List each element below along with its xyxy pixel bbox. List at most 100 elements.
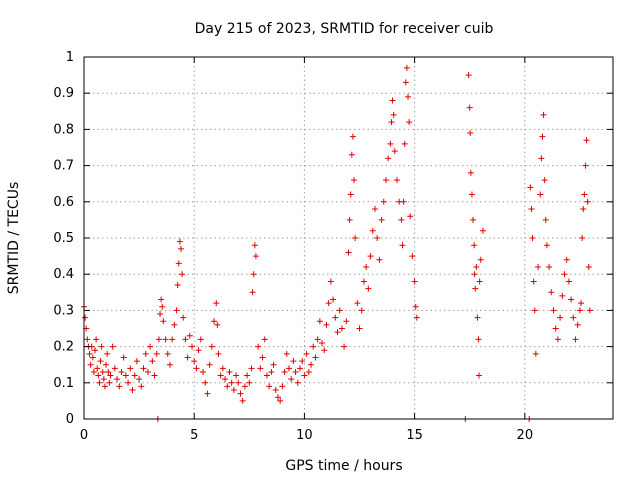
data-point <box>217 372 224 379</box>
y-tick-label: 1 <box>66 50 74 65</box>
data-point <box>104 350 111 357</box>
data-point <box>98 343 105 350</box>
data-point <box>403 64 410 71</box>
data-point <box>257 365 264 372</box>
y-tick-label: 0.8 <box>53 122 74 137</box>
data-point <box>323 321 330 328</box>
x-tick-label: 10 <box>296 428 313 443</box>
x-tick-labels: 0 5 10 15 20 <box>80 428 533 443</box>
data-point <box>131 372 138 379</box>
x-tick-label: 5 <box>190 428 198 443</box>
data-point <box>82 314 89 321</box>
data-point <box>292 368 299 375</box>
x-tick-label: 20 <box>517 428 534 443</box>
data-point <box>206 361 213 368</box>
data-point <box>202 379 209 386</box>
data-point <box>391 148 398 155</box>
data-point <box>374 235 381 241</box>
data-point <box>583 137 590 144</box>
data-point <box>548 289 555 296</box>
data-point <box>561 271 568 278</box>
data-point <box>151 372 158 379</box>
chart-title: Day 215 of 2023, SRMTID for receiver cui… <box>195 21 494 37</box>
data-point <box>118 368 125 375</box>
data-point <box>563 256 570 263</box>
axis-ticks <box>83 56 613 420</box>
data-point <box>527 184 534 191</box>
data-point <box>294 379 301 386</box>
data-point <box>105 368 112 375</box>
data-point <box>371 206 378 213</box>
data-point <box>325 300 332 307</box>
data-point <box>176 238 183 245</box>
data-point <box>330 296 337 303</box>
data-point <box>250 271 257 278</box>
data-point <box>387 140 394 147</box>
data-point <box>369 227 376 234</box>
data-point <box>546 263 553 270</box>
data-point <box>578 300 585 307</box>
data-point <box>239 397 246 404</box>
data-point <box>543 242 550 249</box>
data-point <box>301 372 308 379</box>
data-point <box>356 325 363 332</box>
y-tick-label: 0.5 <box>53 231 74 246</box>
data-point <box>266 383 273 390</box>
data-point <box>226 368 233 375</box>
data-point <box>169 336 176 343</box>
data-point <box>92 347 99 354</box>
data-point <box>149 358 156 365</box>
data-point <box>297 365 304 372</box>
data-point <box>465 72 472 79</box>
data-point <box>101 383 108 390</box>
data-point <box>557 314 564 321</box>
data-point <box>305 368 312 375</box>
data-point <box>402 79 409 86</box>
data-point <box>200 368 207 375</box>
data-point <box>179 271 186 278</box>
data-point <box>475 336 482 343</box>
data-point <box>473 263 480 270</box>
data-point <box>345 249 352 256</box>
data-point <box>106 379 113 386</box>
data-point <box>539 133 546 140</box>
y-tick-label: 0.4 <box>53 267 74 282</box>
data-point <box>542 216 549 223</box>
data-point <box>565 278 572 285</box>
data-point <box>537 191 544 198</box>
data-point <box>195 347 202 354</box>
data-point <box>365 285 372 292</box>
data-point <box>268 368 275 375</box>
data-point <box>86 350 93 357</box>
data-point <box>554 336 561 343</box>
data-point <box>477 256 484 263</box>
data-point <box>343 318 350 325</box>
data-point <box>189 343 196 350</box>
data-point <box>321 347 328 354</box>
data-point <box>241 383 248 390</box>
data-point <box>570 314 577 321</box>
data-point <box>585 263 592 270</box>
data-point <box>479 227 486 234</box>
data-point <box>310 343 317 350</box>
data-point <box>87 361 94 368</box>
data-point <box>166 361 173 368</box>
data-point <box>393 177 400 184</box>
data-point <box>586 307 593 314</box>
data-point <box>261 336 268 343</box>
data-point <box>288 376 295 383</box>
data-point <box>237 390 244 397</box>
data-point <box>406 119 413 126</box>
data-point <box>398 216 405 223</box>
data-point <box>84 336 91 343</box>
data-point <box>380 198 387 205</box>
data-point <box>136 376 143 383</box>
data-point <box>334 329 341 336</box>
data-point <box>157 311 164 318</box>
data-point <box>559 292 566 299</box>
data-point <box>580 206 587 213</box>
data-point <box>160 318 167 325</box>
data-point <box>346 216 353 223</box>
data-point <box>530 278 537 285</box>
data-point <box>314 336 321 343</box>
